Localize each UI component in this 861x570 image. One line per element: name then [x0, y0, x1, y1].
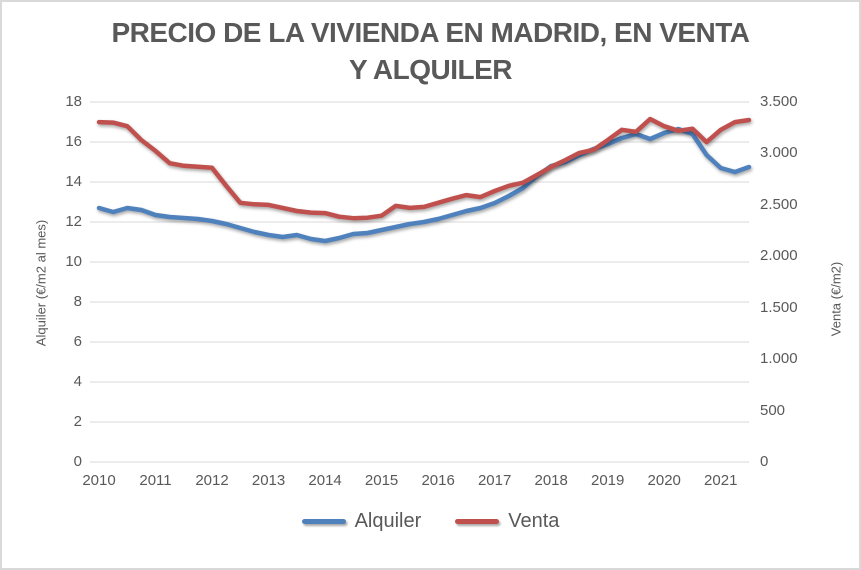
- x-axis-tick-label: 2020: [647, 472, 681, 489]
- x-axis-tick-label: 2021: [704, 472, 738, 489]
- right-axis-tick-label: 500: [760, 401, 786, 419]
- x-axis-tick-label: 2015: [364, 472, 399, 489]
- x-axis-tick-label: 2016: [421, 472, 455, 489]
- legend-item-alquiler: Alquiler: [301, 510, 422, 533]
- left-axis-tick-label: 8: [73, 293, 82, 310]
- legend: Alquiler Venta: [2, 510, 859, 533]
- right-axis-tick-label: 1.000: [760, 350, 798, 368]
- x-axis-tick-label: 2014: [308, 472, 342, 489]
- x-axis-tick-label: 2010: [82, 472, 116, 489]
- series-lines: [96, 116, 752, 244]
- legend-label-alquiler: Alquiler: [354, 510, 422, 532]
- left-axis-title: Alquiler (€/m2 al mes): [33, 219, 49, 347]
- x-axis-tick-label: 2013: [251, 472, 286, 489]
- right-axis-tick-label: 2.000: [760, 247, 798, 265]
- x-axis-tick-label: 2019: [591, 472, 625, 489]
- left-axis-tick-label: 14: [65, 173, 82, 190]
- alquiler-line: [96, 126, 752, 244]
- right-axis-tick-label: 0: [760, 453, 769, 470]
- right-axis-title: Venta (€/m2): [828, 261, 844, 337]
- legend-item-venta: Venta: [455, 510, 559, 533]
- x-axis-tick-label: 2011: [139, 472, 172, 489]
- left-axis-tick-label: 0: [73, 453, 82, 470]
- left-axis-tick-label: 18: [65, 93, 82, 110]
- venta-line-swatch-icon: [455, 519, 500, 524]
- x-axis-tick-label: 2017: [477, 472, 512, 489]
- legend-label-venta: Venta: [508, 510, 560, 532]
- right-axis-tick-label: 2.500: [760, 195, 798, 213]
- gridlines: [90, 101, 749, 463]
- left-axis-tick-label: 12: [65, 213, 82, 230]
- left-axis-tick-label: 2: [73, 413, 82, 430]
- chart-title: PRECIO DE LA VIVIENDA EN MADRID, EN VENT…: [111, 17, 750, 85]
- left-axis-tick-label: 16: [65, 133, 82, 150]
- x-axis-tick-label: 2018: [534, 472, 568, 489]
- venta-line: [96, 116, 752, 221]
- right-axis-tick-label: 3.500: [760, 93, 798, 110]
- left-axis-tick-label: 4: [73, 373, 82, 390]
- x-axis-tick-label: 2012: [195, 472, 229, 489]
- right-axis-tick-label: 3.000: [760, 144, 798, 162]
- alquiler-line-swatch-icon: [301, 519, 346, 524]
- left-axis-tick-label: 6: [73, 333, 82, 350]
- right-axis-tick-label: 1.500: [760, 298, 798, 316]
- left-axis-tick-label: 10: [65, 253, 82, 270]
